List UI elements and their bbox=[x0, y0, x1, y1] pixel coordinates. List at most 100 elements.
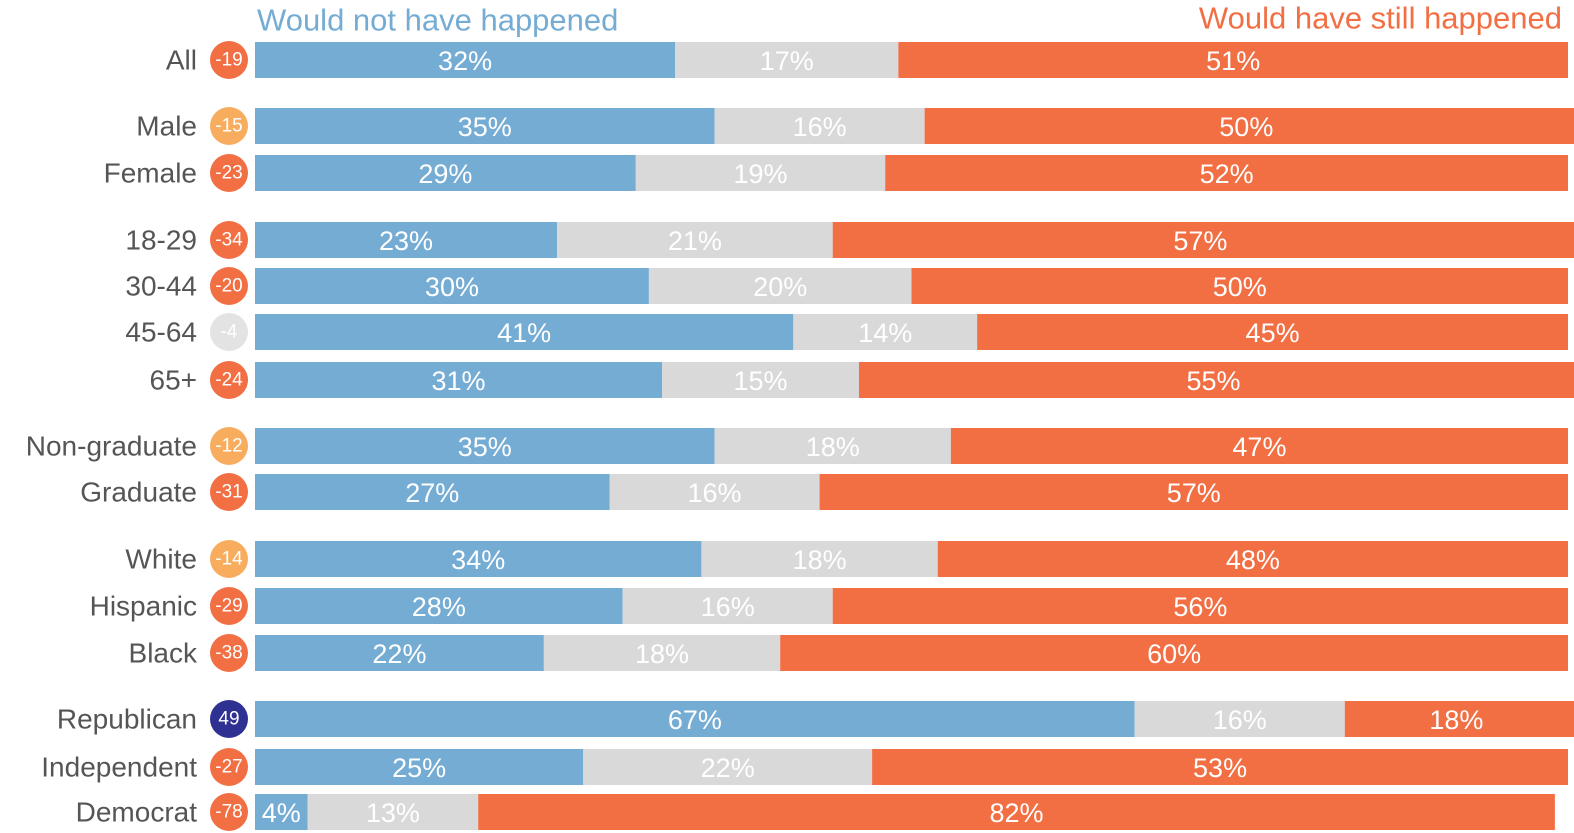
net-label: -34 bbox=[215, 230, 243, 251]
bar-segment bbox=[832, 222, 1574, 258]
bar-segment bbox=[307, 794, 479, 830]
net-label: -14 bbox=[215, 549, 243, 570]
value-label: 18% bbox=[635, 639, 689, 669]
bar-segment bbox=[819, 474, 1568, 510]
value-label: 31% bbox=[431, 366, 485, 396]
value-label: 57% bbox=[1167, 478, 1221, 508]
category-label: 45-64 bbox=[125, 317, 197, 348]
bar-segment bbox=[556, 222, 833, 258]
value-label: 32% bbox=[438, 46, 492, 76]
net-badge bbox=[210, 700, 248, 738]
net-label: -12 bbox=[215, 436, 242, 457]
value-label: 34% bbox=[451, 545, 505, 575]
category-label: Graduate bbox=[80, 477, 197, 508]
net-badge bbox=[210, 221, 248, 259]
net-badge bbox=[210, 361, 248, 399]
bar-segment bbox=[255, 749, 584, 785]
bar-segment bbox=[255, 541, 702, 577]
value-label: 29% bbox=[418, 159, 472, 189]
net-badge bbox=[210, 473, 248, 511]
category-label: All bbox=[166, 45, 197, 76]
category-label: 18-29 bbox=[125, 225, 197, 256]
bar-segment bbox=[1134, 701, 1345, 737]
net-label: 49 bbox=[218, 709, 239, 730]
bar-segment bbox=[255, 314, 794, 350]
bar-segment bbox=[662, 362, 859, 398]
bar-segment bbox=[635, 155, 886, 191]
net-badge bbox=[210, 427, 248, 465]
net-label: -29 bbox=[215, 596, 242, 617]
net-badge bbox=[210, 793, 248, 831]
bar-segment bbox=[648, 268, 912, 304]
category-label: Male bbox=[136, 111, 197, 142]
bar-segment bbox=[255, 635, 544, 671]
bar-segment bbox=[793, 314, 978, 350]
bar-segment bbox=[780, 635, 1568, 671]
value-label: 57% bbox=[1173, 226, 1227, 256]
bar-segment bbox=[255, 362, 663, 398]
value-label: 25% bbox=[392, 753, 446, 783]
net-label: -31 bbox=[215, 482, 242, 503]
value-label: 19% bbox=[733, 159, 787, 189]
bar-segment bbox=[714, 108, 925, 144]
value-label: 27% bbox=[405, 478, 459, 508]
category-label: 65+ bbox=[150, 365, 198, 396]
value-label: 30% bbox=[425, 272, 479, 302]
value-label: 18% bbox=[1429, 705, 1483, 735]
bar-segment bbox=[255, 222, 557, 258]
value-label: 28% bbox=[412, 592, 466, 622]
net-badge bbox=[210, 313, 248, 351]
category-label: Hispanic bbox=[90, 591, 197, 622]
net-label: -15 bbox=[215, 116, 242, 137]
net-badge bbox=[210, 107, 248, 145]
bar-segment bbox=[714, 428, 951, 464]
bar-segment bbox=[255, 588, 623, 624]
net-badge bbox=[210, 634, 248, 672]
value-label: 50% bbox=[1219, 112, 1273, 142]
net-label: -20 bbox=[215, 276, 242, 297]
value-label: 45% bbox=[1246, 318, 1300, 348]
net-label: -78 bbox=[215, 802, 242, 823]
value-label: 53% bbox=[1193, 753, 1247, 783]
value-label: 23% bbox=[379, 226, 433, 256]
bar-segment bbox=[858, 362, 1574, 398]
bar-segment bbox=[255, 794, 308, 830]
bar-segment bbox=[950, 428, 1568, 464]
category-label: White bbox=[125, 544, 197, 575]
category-label: Independent bbox=[41, 752, 197, 783]
bar-segment bbox=[255, 42, 676, 78]
net-label: -38 bbox=[215, 643, 242, 664]
category-label: 30-44 bbox=[125, 271, 197, 302]
value-label: 18% bbox=[806, 432, 860, 462]
bar-segment bbox=[1344, 701, 1574, 737]
value-label: 13% bbox=[366, 798, 420, 828]
net-label: -4 bbox=[221, 322, 238, 343]
value-label: 60% bbox=[1147, 639, 1201, 669]
net-badge bbox=[210, 540, 248, 578]
value-label: 20% bbox=[753, 272, 807, 302]
bar-segment bbox=[832, 588, 1568, 624]
bar-segment bbox=[898, 42, 1568, 78]
value-label: 22% bbox=[701, 753, 755, 783]
bar-segment bbox=[911, 268, 1568, 304]
value-label: 17% bbox=[760, 46, 814, 76]
value-label: 16% bbox=[1213, 705, 1267, 735]
bar-segment bbox=[977, 314, 1568, 350]
value-label: 4% bbox=[262, 798, 301, 828]
bar-segment bbox=[478, 794, 1555, 830]
value-label: 14% bbox=[858, 318, 912, 348]
bar-segment bbox=[924, 108, 1574, 144]
net-label: -19 bbox=[215, 50, 242, 71]
value-label: 51% bbox=[1206, 46, 1260, 76]
bar-segment bbox=[255, 108, 715, 144]
value-label: 21% bbox=[668, 226, 722, 256]
net-badge bbox=[210, 267, 248, 305]
category-label: Female bbox=[104, 158, 197, 189]
category-label: Black bbox=[129, 638, 198, 669]
category-label: Democrat bbox=[76, 797, 198, 828]
value-label: 55% bbox=[1186, 366, 1240, 396]
bar-segment bbox=[255, 474, 610, 510]
net-badge bbox=[210, 587, 248, 625]
bar-segment bbox=[885, 155, 1568, 191]
